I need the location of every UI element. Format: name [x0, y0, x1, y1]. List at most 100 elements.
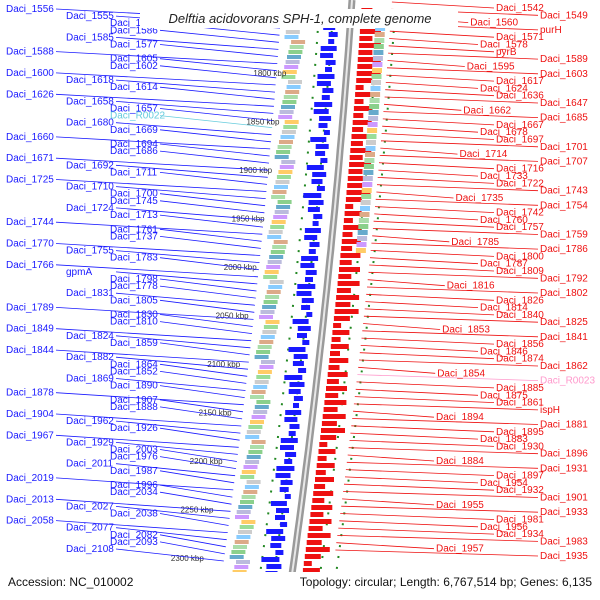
feature-track-block	[273, 215, 288, 219]
label-leader-line	[342, 498, 435, 506]
gene-minus-strand	[279, 487, 289, 492]
feature-track-block	[235, 515, 249, 519]
label-leader-line	[159, 108, 273, 121]
feature-track-block	[269, 255, 284, 259]
gene-plus-strand	[335, 302, 351, 307]
gene-minus-strand	[305, 277, 313, 282]
feature-track-block	[244, 485, 259, 489]
gene-plus-strand	[338, 274, 352, 279]
gene-minus-strand	[312, 221, 319, 226]
label-leader-line	[337, 535, 539, 542]
gene-plus-strand	[348, 169, 363, 174]
gene-label-minus: Daci_1694	[110, 139, 158, 150]
gene-plus-strand	[345, 197, 362, 202]
gene-plus-strand	[316, 463, 335, 468]
gene-plus-strand	[305, 547, 330, 552]
gene-label-plus: Daci_1854	[437, 368, 485, 379]
feature-track-block	[368, 110, 379, 115]
feature-track-block	[241, 495, 256, 499]
gene-label-minus: Daci_1890	[110, 381, 158, 392]
feature-track-block	[283, 95, 298, 99]
kbp-tick-label: 2100 kbp	[207, 360, 240, 369]
tick-ring	[331, 19, 396, 600]
label-leader-line	[159, 278, 257, 292]
feature-track-block	[284, 65, 299, 69]
feature-track-block	[357, 236, 368, 241]
feature-track-block	[246, 430, 261, 434]
gene-plus-strand	[314, 484, 326, 489]
gene-label-plus: Daci_1826	[496, 295, 544, 306]
feature-track-block	[284, 120, 299, 124]
gene-minus-strand	[292, 319, 309, 324]
gene-plus-strand	[324, 400, 347, 405]
gene-label-minus: Daci_2058	[6, 516, 54, 527]
gene-minus-strand	[289, 424, 300, 429]
feature-track-block	[272, 245, 287, 249]
gene-plus-strand	[322, 414, 346, 419]
label-leader-line	[55, 221, 263, 235]
feature-track-block	[268, 230, 283, 234]
gene-minus-strand	[297, 333, 307, 338]
feature-track-block	[288, 50, 303, 54]
gene-minus-strand	[284, 417, 298, 422]
gene-label-plus: Daci_1930	[496, 441, 544, 452]
gene-label-minus: Daci_1755	[66, 246, 114, 257]
gene-minus-strand	[325, 60, 336, 65]
gene-minus-strand	[320, 53, 334, 58]
feature-track-block	[256, 350, 271, 354]
label-leader-line	[349, 440, 495, 447]
feature-track-block	[250, 420, 264, 424]
label-leader-line	[159, 115, 273, 128]
feature-track-block	[266, 265, 281, 269]
gene-label-plus: Daci_1894	[436, 412, 484, 423]
label-leader-line	[378, 162, 495, 170]
label-leader-line	[159, 371, 247, 384]
gene-plus-strand	[333, 323, 342, 328]
feature-track-block	[365, 146, 376, 151]
feature-track-block	[279, 140, 293, 144]
label-leader-line	[159, 385, 245, 398]
gene-label-plus: Daci_1956	[480, 522, 528, 533]
label-leader-line	[55, 157, 269, 171]
label-leader-line	[372, 235, 450, 243]
gene-label-plus: Daci_1716	[496, 164, 544, 175]
gene-label-plus: Daci_1617	[496, 76, 544, 87]
gene-minus-strand	[307, 207, 320, 212]
label-leader-line	[159, 214, 264, 228]
gene-label-minus: Daci_1737	[110, 231, 158, 242]
label-leader-line	[363, 323, 441, 330]
label-leader-line	[159, 342, 250, 356]
gene-plus-strand	[321, 428, 345, 433]
feature-track-block	[263, 275, 278, 279]
feature-track-block	[259, 315, 273, 319]
gene-label-plus: Daci_1901	[540, 493, 588, 504]
feature-track-block	[236, 510, 251, 514]
label-leader-line	[159, 491, 232, 505]
label-leader-line	[373, 220, 495, 228]
feature-track-block	[274, 155, 289, 159]
gene-minus-strand	[275, 550, 284, 555]
gene-plus-strand	[354, 99, 364, 104]
gene-plus-strand	[313, 491, 334, 496]
feature-track-block	[259, 365, 274, 369]
feature-track-block	[243, 465, 258, 469]
gene-minus-strand	[270, 543, 282, 548]
gene-minus-strand	[320, 46, 337, 51]
gene-label-minus: Daci_1770	[6, 239, 54, 250]
label-leader-line	[354, 396, 495, 403]
label-leader-line	[115, 122, 272, 136]
gene-plus-strand	[332, 330, 350, 335]
gene-label-plus: Daci_1981	[496, 515, 544, 526]
gene-label-minus: Daci_1888	[110, 402, 158, 413]
feature-track-block	[369, 98, 380, 103]
feature-track-block	[271, 220, 286, 224]
gene-plus-strand	[333, 316, 350, 321]
label-leader-line	[370, 250, 495, 257]
gene-plus-strand	[330, 351, 340, 356]
label-leader-line	[340, 513, 495, 520]
label-leader-line	[115, 548, 224, 562]
gene-minus-strand	[285, 410, 302, 415]
feature-track-block	[374, 38, 385, 43]
gene-plus-strand	[336, 288, 351, 293]
feature-track-block	[282, 100, 297, 104]
